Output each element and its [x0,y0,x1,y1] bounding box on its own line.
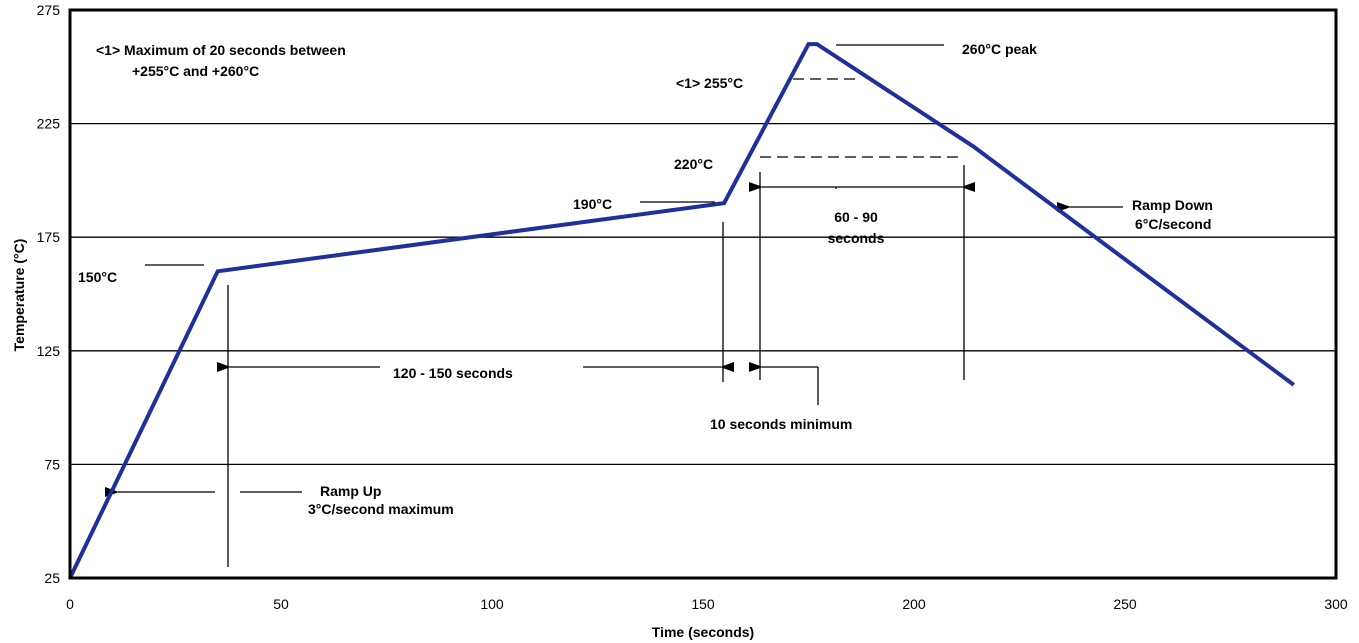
x-tick-label-100: 100 [480,596,504,612]
annotation-guides [105,44,1123,567]
liquidus-duration-line-1: 60 - 90 [834,209,878,225]
t220-label: 220°C [674,156,713,172]
y-axis-label: Temperature (°C) [11,239,27,352]
t150-label: 150°C [78,269,117,285]
x-tick-label-200: 200 [902,596,926,612]
x-tick-label-0: 0 [66,596,74,612]
y-tick-label-125: 125 [37,343,61,359]
note-line-2: +255°C and +260°C [132,63,259,79]
x-tick-label-250: 250 [1113,596,1137,612]
x-axis-label: Time (seconds) [652,624,754,640]
tick-labels: 25 75 125 175 225 275 0 50 100 150 200 250 300 [37,2,1348,612]
y-tick-label-275: 275 [37,2,61,18]
peak-label: 260°C peak [962,41,1037,57]
note-line-1: <1> Maximum of 20 seconds between [96,42,346,58]
minimum-time-label: 10 seconds minimum [710,416,852,432]
y-tick-label-175: 175 [37,229,61,245]
x-tick-label-50: 50 [273,596,289,612]
series-layer [68,42,1295,579]
t190-label: 190°C [573,196,612,212]
liquidus-duration-line-2: seconds [828,230,885,246]
series-line-0 [68,42,1295,579]
t255-label: <1> 255°C [676,75,743,91]
x-tick-label-300: 300 [1324,596,1348,612]
ramp-up-line-1: Ramp Up [320,483,381,499]
ramp-up-line-2: 3°C/second maximum [308,501,454,517]
plot-frame [68,8,1338,580]
grid-lines [70,122,1336,466]
y-tick-label-25: 25 [44,570,60,586]
x-tick-label-150: 150 [691,596,715,612]
soak-duration-label: 120 - 150 seconds [393,365,513,381]
y-tick-label-75: 75 [44,456,60,472]
y-tick-label-225: 225 [37,116,61,132]
ramp-down-line-1: Ramp Down [1132,197,1213,213]
ramp-down-line-2: 6°C/second [1135,216,1211,232]
